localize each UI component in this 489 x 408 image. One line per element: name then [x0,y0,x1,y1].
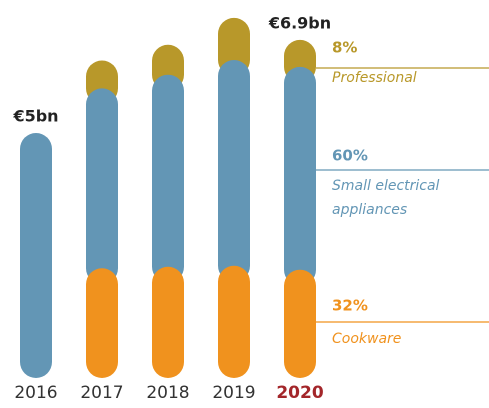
bar-segment [218,17,250,76]
total-label: €5bn [12,107,58,126]
x-tick-label: 2019 [212,383,255,403]
bar-segment [218,59,250,282]
legend-name: Small electrical appliances [332,178,440,218]
legend-name-box: Cookware [332,331,402,347]
bar-segment [86,88,118,285]
total-label: €6.9bn [268,13,331,32]
x-tick-label: 2018 [146,383,189,403]
legend-share: 8% [332,39,357,57]
bar-segment [20,133,52,378]
legend-share: 32% [332,297,368,315]
legend-name-box: Small electrical appliances [332,178,440,218]
bar-segment [284,269,316,378]
legend-name-box: Professional [332,70,417,86]
bar-segment [218,265,250,378]
legend-name: Professional [332,70,417,86]
x-tick-label: 2017 [80,383,123,403]
bar-segment [86,268,118,378]
x-tick-label: 2020 [276,383,323,403]
bar-segment [284,66,316,286]
bar-segment [152,266,184,378]
x-tick-label: 2016 [14,383,57,403]
legend-name: Cookware [332,331,402,347]
legend-share: 60% [332,147,368,165]
bar-segment [152,74,184,283]
